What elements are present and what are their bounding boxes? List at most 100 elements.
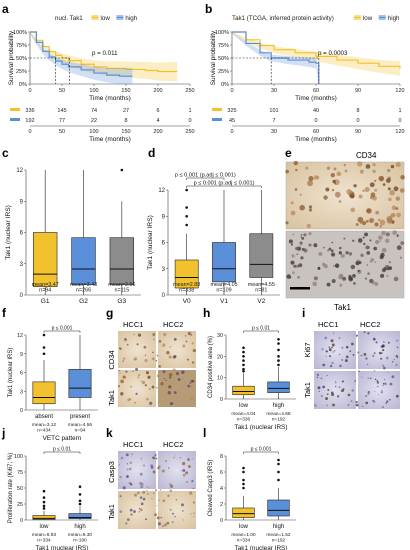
risk-value: 4 (156, 118, 159, 124)
ihc-i-texture (314, 331, 399, 409)
ihc-cell (350, 400, 353, 403)
ihc-cell (155, 457, 158, 460)
ihc-cell (383, 366, 386, 370)
ihc-cell (160, 516, 163, 519)
panel-letter-e: e (285, 146, 292, 160)
ihc-cell (146, 486, 148, 488)
ihc-k-row1: Casp3 (107, 461, 116, 483)
panel-letter-d: d (148, 146, 155, 160)
ihc-cell (120, 379, 124, 384)
x-tick-label: 60 (313, 88, 319, 94)
ihc-cell (331, 361, 334, 365)
ihc-cell (374, 390, 376, 392)
ihc-cell (308, 208, 313, 212)
ihc-cell (368, 217, 375, 224)
ihc-cell (348, 276, 353, 281)
x-tick-label: 150 (121, 88, 130, 94)
legend-label-high: high (125, 15, 137, 22)
ihc-k-img21 (118, 491, 156, 529)
ihc-cell (396, 339, 399, 342)
ihc-cell (374, 282, 379, 286)
category-label: low (39, 524, 49, 530)
ihc-cell (290, 243, 294, 246)
risk-x-title: Time (months) (295, 136, 337, 143)
annotation-text: n=334 (37, 538, 51, 544)
risk-value: 325 (227, 108, 236, 114)
ihc-cell (345, 345, 349, 349)
ihc-cell (286, 274, 291, 279)
y-tick-label: 0% (221, 82, 229, 88)
ihc-cell (162, 499, 166, 502)
ihc-cell (293, 264, 297, 268)
boxplot-c: 0 3 6 9 12 Tak1 (nuclear IRS) G1 mean=3.47n=94 G… (5, 168, 141, 305)
significance-bracket (43, 451, 81, 454)
ihc-cell (380, 273, 385, 278)
ihc-cell (188, 465, 191, 468)
ihc-cell (152, 351, 154, 354)
ihc-cell (295, 168, 298, 172)
outlier-point (42, 489, 46, 493)
risk-x-label: 100 (89, 129, 98, 135)
y-tick-label: 50% (218, 56, 229, 62)
ihc-cell (370, 192, 376, 198)
box-low (232, 507, 255, 518)
ihc-cell (359, 169, 364, 174)
legend-label-low: low (363, 15, 373, 22)
ihc-cell (339, 364, 342, 368)
box-G1 (32, 232, 58, 287)
ihc-cell (169, 489, 173, 492)
ihc-cell (333, 265, 335, 267)
risk-value: 0 (398, 118, 401, 124)
ihc-cell (119, 495, 122, 498)
ihc-cell (330, 391, 334, 395)
ihc-cell (344, 359, 348, 362)
ihc-cell (300, 234, 303, 236)
ihc-cell (156, 387, 158, 389)
panel-letter-c: c (2, 146, 9, 160)
ihc-cell (378, 235, 383, 240)
ihc-cell (384, 264, 390, 270)
ihc-cell (173, 355, 177, 358)
ihc-cell (139, 496, 143, 499)
ihc-cell (292, 271, 295, 275)
ihc-cell (145, 371, 150, 375)
ihc-cell (191, 361, 195, 364)
ihc-cell (364, 232, 369, 237)
ihc-cell (364, 186, 370, 193)
ihc-cell (138, 373, 141, 377)
ihc-cell (355, 261, 360, 266)
ihc-cell (140, 380, 142, 382)
ihc-k-col2: HCC2 (163, 440, 183, 449)
ihc-cell (388, 261, 391, 264)
ihc-cell (337, 395, 340, 398)
ihc-cell (373, 352, 376, 354)
outlier-point (242, 350, 245, 354)
annotation-text: n=192 (272, 538, 286, 544)
outlier-point (277, 478, 280, 482)
outlier-point (277, 458, 280, 462)
risk-value: 0 (356, 118, 359, 124)
ihc-cell (190, 397, 194, 401)
ihc-cell (130, 385, 132, 388)
ihc-cell (153, 338, 155, 341)
ihc-cell (339, 283, 343, 287)
ihc-cell (139, 482, 143, 485)
ihc-cell (151, 357, 155, 361)
ihc-k-img22 (158, 491, 196, 529)
ihc-cell (313, 175, 319, 180)
significance-label: p ≤ 0.001 (52, 326, 73, 332)
category-label: high (273, 403, 284, 409)
legend-title: Tak1 (TCGA, inferred protein activity) (232, 15, 334, 22)
ihc-cell (372, 163, 376, 167)
annotation-text: mean=3.56 (108, 282, 135, 288)
ihc-cell (182, 377, 184, 379)
ihc-cell (360, 253, 364, 257)
ihc-cell (192, 501, 196, 504)
ihc-cell (156, 354, 159, 357)
ihc-cell (372, 399, 375, 402)
risk-value: 145 (57, 108, 66, 114)
ihc-cell (372, 354, 375, 358)
y-tick-label: 100% (13, 30, 27, 36)
